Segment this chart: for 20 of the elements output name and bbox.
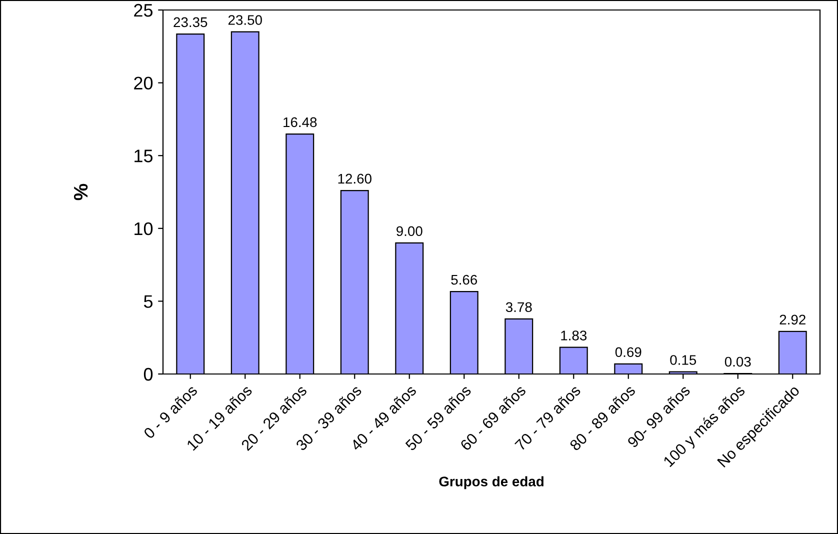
data-label: 23.35 bbox=[174, 17, 208, 28]
y-tick-label: 5 bbox=[144, 295, 153, 308]
data-label: 5.66 bbox=[451, 274, 478, 285]
y-tick-label: 15 bbox=[134, 150, 153, 162]
y-tick-label: 0 bbox=[144, 368, 153, 381]
data-label: 9.00 bbox=[396, 226, 422, 236]
data-label: 1.83 bbox=[561, 330, 587, 340]
x-axis-title: Grupos de edad bbox=[439, 476, 544, 490]
data-label: 0.69 bbox=[615, 347, 642, 358]
data-label: 23.50 bbox=[228, 15, 262, 25]
y-axis-title: % bbox=[74, 184, 88, 200]
data-label: 2.92 bbox=[780, 314, 806, 325]
y-tick-label: 25 bbox=[134, 4, 153, 17]
data-label: 0.15 bbox=[670, 355, 696, 365]
data-label: 0.03 bbox=[724, 356, 751, 367]
data-label: 12.60 bbox=[338, 174, 372, 184]
y-tick-label: 20 bbox=[134, 76, 153, 90]
data-label: 16.48 bbox=[284, 117, 317, 128]
data-label: 3.78 bbox=[506, 302, 532, 312]
y-tick-label: 10 bbox=[134, 222, 153, 236]
